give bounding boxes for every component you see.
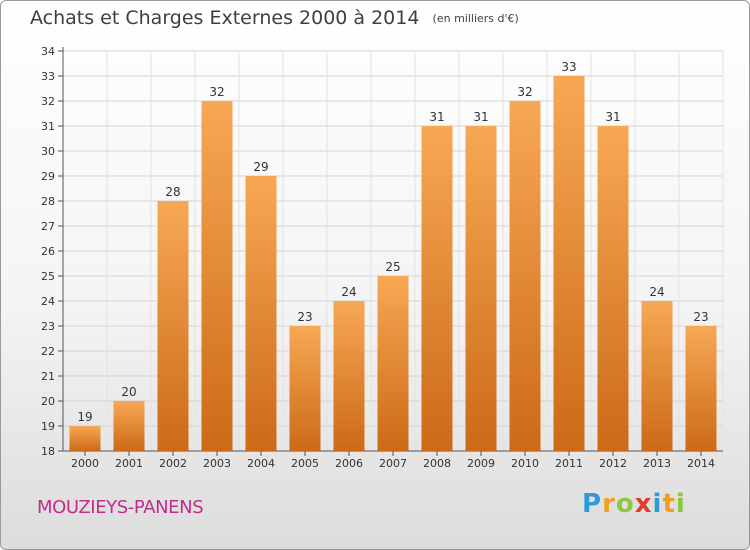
x-tick-label: 2006: [335, 457, 363, 470]
logo-letter: t: [662, 489, 676, 519]
data-label: 20: [121, 385, 136, 399]
data-label: 24: [649, 285, 664, 299]
logo-letter: o: [615, 489, 635, 519]
bar: [597, 126, 629, 451]
data-label: 28: [165, 185, 180, 199]
data-label: 19: [77, 410, 92, 424]
data-label: 25: [385, 260, 400, 274]
chart-subtitle: (en milliers d'€): [432, 12, 519, 25]
data-label: 31: [473, 110, 488, 124]
bar: [641, 301, 673, 451]
data-label: 32: [517, 85, 532, 99]
data-label: 23: [693, 310, 708, 324]
y-tick-label: 26: [41, 245, 55, 258]
y-tick-label: 20: [41, 395, 55, 408]
data-label: 31: [605, 110, 620, 124]
bar: [201, 101, 233, 451]
y-tick-label: 30: [41, 145, 55, 158]
bar: [465, 126, 497, 451]
x-tick-label: 2007: [379, 457, 407, 470]
x-tick-label: 2003: [203, 457, 231, 470]
bar: [333, 301, 365, 451]
bar: [113, 401, 145, 451]
bar: [69, 426, 101, 451]
x-tick-label: 2011: [555, 457, 583, 470]
data-label: 33: [561, 60, 576, 74]
y-tick-label: 25: [41, 270, 55, 283]
y-tick-label: 27: [41, 220, 55, 233]
bar: [509, 101, 541, 451]
x-tick-label: 2005: [291, 457, 319, 470]
bars: [69, 76, 717, 451]
y-tick-label: 32: [41, 95, 55, 108]
y-tick-label: 18: [41, 445, 55, 458]
y-tick-label: 22: [41, 345, 55, 358]
data-label: 31: [429, 110, 444, 124]
y-tick-label: 31: [41, 120, 55, 133]
y-tick-label: 28: [41, 195, 55, 208]
logo-letter: x: [634, 489, 653, 519]
bar: [685, 326, 717, 451]
bar: [377, 276, 409, 451]
x-tick-label: 2001: [115, 457, 143, 470]
x-tick-label: 2000: [71, 457, 99, 470]
bar: [289, 326, 321, 451]
y-tick-label: 21: [41, 370, 55, 383]
logo-letter: i: [652, 489, 663, 519]
x-tick-label: 2012: [599, 457, 627, 470]
x-tick-label: 2009: [467, 457, 495, 470]
data-label: 24: [341, 285, 356, 299]
x-tick-label: 2010: [511, 457, 539, 470]
x-tick-label: 2008: [423, 457, 451, 470]
y-tick-label: 29: [41, 170, 55, 183]
data-label: 29: [253, 160, 268, 174]
y-tick-label: 24: [41, 295, 55, 308]
x-tick-label: 2002: [159, 457, 187, 470]
bar: [245, 176, 277, 451]
proxiti-logo[interactable]: Proxiti: [582, 489, 686, 519]
logo-letter: i: [675, 489, 686, 519]
chart-title: Achats et Charges Externes 2000 à 2014: [30, 7, 420, 29]
title-row: Achats et Charges Externes 2000 à 2014 (…: [30, 7, 519, 29]
bar: [421, 126, 453, 451]
x-tick-label: 2013: [643, 457, 671, 470]
y-tick-label: 23: [41, 320, 55, 333]
logo-letter: r: [602, 489, 616, 519]
logo-letter: P: [582, 489, 603, 519]
x-tick-label: 2004: [247, 457, 275, 470]
y-tick-label: 19: [41, 420, 55, 433]
data-label: 23: [297, 310, 312, 324]
commune-name: MOUZIEYS-PANENS: [37, 497, 204, 518]
y-tick-label: 34: [41, 45, 55, 58]
bar: [553, 76, 585, 451]
bar: [157, 201, 189, 451]
data-label: 32: [209, 85, 224, 99]
x-tick-label: 2014: [687, 457, 715, 470]
labels: 18 19 20 21 22 23 24 25 26 27 28 29 30 31 32 33 34 19 2000…: [41, 45, 715, 470]
y-tick-label: 33: [41, 70, 55, 83]
